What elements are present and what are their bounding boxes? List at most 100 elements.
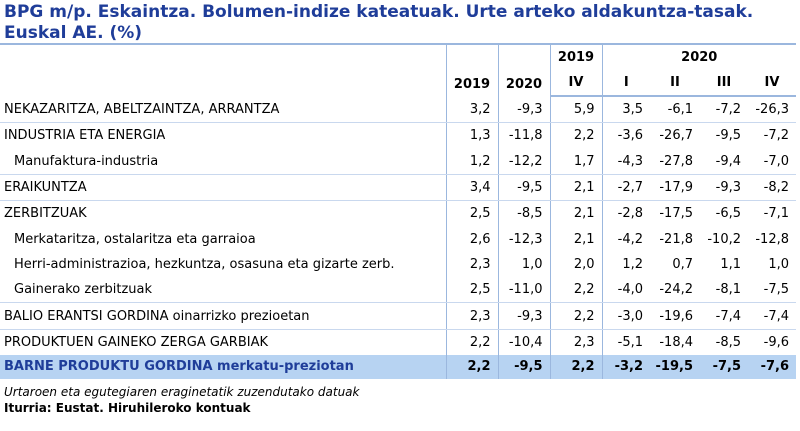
row-label: PRODUKTUEN GAINEKO ZERGA GARBIAK bbox=[4, 334, 269, 350]
header-q-ii: II bbox=[650, 70, 700, 97]
cell-value: -18,4 bbox=[659, 334, 693, 350]
cell-value: -26,7 bbox=[659, 128, 693, 144]
cell-value: -26,3 bbox=[748, 96, 796, 124]
cell-value: -9,3 bbox=[497, 96, 550, 124]
cell-value: -21,8 bbox=[659, 231, 693, 247]
row-label: Gainerako zerbitzuak bbox=[0, 277, 446, 304]
row-label: BALIO ERANTSI GORDINA oinarrizko prezioe… bbox=[0, 302, 446, 330]
cell-value: -9,5 bbox=[497, 174, 550, 202]
cell-value: -7,4 bbox=[700, 302, 748, 330]
cell-value: -7,5 bbox=[748, 277, 796, 304]
cell-value: -7,2 bbox=[763, 128, 789, 144]
total-value: -7,6 bbox=[748, 354, 796, 379]
table-row: Merkataritza, ostalaritza eta garraioa 2… bbox=[0, 226, 796, 252]
cell-value: -2,8 bbox=[601, 200, 650, 227]
header-q-iii: III bbox=[700, 70, 748, 97]
row-label: NEKAZARITZA, ABELTZAINTZA, ARRANTZA bbox=[0, 96, 446, 124]
cell-value: -6,1 bbox=[650, 96, 700, 124]
cell-value: 1,3 bbox=[445, 122, 498, 149]
cell-value: 1,2 bbox=[445, 148, 498, 175]
cell-value: -11,0 bbox=[497, 277, 550, 304]
footnote: Urtaroen eta egutegiaren eraginetatik zu… bbox=[4, 385, 360, 399]
table-row: BALIO ERANTSI GORDINA oinarrizko prezioe… bbox=[0, 302, 796, 330]
row-label: Herri-administrazioa, hezkuntza, osasuna… bbox=[14, 256, 395, 272]
cell-value: -8,5 bbox=[715, 334, 741, 350]
cell-value: -27,8 bbox=[650, 148, 700, 175]
cell-value: -9,3 bbox=[700, 174, 748, 202]
total-value: -3,2 bbox=[601, 354, 650, 379]
source-line: Iturria: Eustat. Hiruhileroko kontuak bbox=[4, 401, 251, 415]
cell-value: 3,5 bbox=[601, 96, 650, 124]
cell-value: -7,1 bbox=[763, 206, 789, 222]
header-group-2020: 2020 bbox=[601, 43, 796, 70]
cell-value: -4,2 bbox=[601, 226, 650, 252]
cell-value: -7,4 bbox=[748, 302, 796, 330]
cell-value: -2,7 bbox=[601, 174, 650, 202]
table-row: Gainerako zerbitzuak 2,5 -11,0 2,2 -4,0 … bbox=[0, 277, 796, 304]
row-label: ZERBITZUAK bbox=[4, 206, 87, 222]
cell-value: -6,5 bbox=[715, 206, 741, 222]
cell-value: 3,2 bbox=[445, 96, 498, 124]
cell-value: 5,9 bbox=[549, 96, 602, 124]
cell-value: -11,8 bbox=[497, 122, 550, 149]
total-value: -19,5 bbox=[650, 354, 700, 379]
cell-value: 2,6 bbox=[445, 226, 498, 252]
cell-value: -12,8 bbox=[755, 231, 789, 247]
total-value: 2,2 bbox=[445, 354, 498, 379]
cell-value: -8,5 bbox=[497, 200, 550, 227]
row-label: Manufaktura-industria bbox=[0, 148, 446, 175]
cell-value: -3,0 bbox=[601, 302, 650, 330]
cell-value: 1,2 bbox=[601, 251, 650, 278]
row-label: ERAIKUNTZA bbox=[0, 174, 446, 202]
cell-value: 2,2 bbox=[445, 329, 498, 355]
cell-value: -12,2 bbox=[497, 148, 550, 175]
table-row: NEKAZARITZA, ABELTZAINTZA, ARRANTZA 3,2 … bbox=[0, 96, 796, 124]
cell-value: 1,1 bbox=[720, 256, 741, 272]
cell-value: 2,1 bbox=[549, 200, 602, 227]
total-value: -9,5 bbox=[497, 354, 550, 379]
cell-value: -10,4 bbox=[497, 329, 550, 355]
cell-value: 2,3 bbox=[445, 302, 498, 330]
header-row-1: 2019 2020 2019 2020 bbox=[0, 43, 796, 96]
table-row: Herri-administrazioa, hezkuntza, osasuna… bbox=[0, 251, 796, 278]
cell-value: 1,0 bbox=[768, 256, 789, 272]
header-row-2: IV I II III IV bbox=[0, 70, 796, 97]
table-row: PRODUKTUEN GAINEKO ZERGA GARBIAK 2,2 -10… bbox=[0, 329, 796, 355]
table-row: INDUSTRIA ETA ENERGIA 1,3 -11,8 2,2 -3,6… bbox=[0, 122, 796, 149]
total-label: BARNE PRODUKTU GORDINA merkatu-preziotan bbox=[0, 354, 446, 379]
cell-value: 2,1 bbox=[549, 226, 602, 252]
row-label: Merkataritza, ostalaritza eta garraioa bbox=[14, 231, 256, 247]
cell-value: -9,4 bbox=[700, 148, 748, 175]
cell-value: 2,2 bbox=[549, 122, 602, 149]
cell-value: -10,2 bbox=[707, 231, 741, 247]
cell-value: 2,3 bbox=[549, 329, 602, 355]
cell-value: -4,0 bbox=[601, 277, 650, 304]
cell-value: 2,5 bbox=[445, 200, 498, 227]
cell-value: -24,2 bbox=[650, 277, 700, 304]
total-value: 2,2 bbox=[549, 354, 602, 379]
table-row: Manufaktura-industria 1,2 -12,2 1,7 -4,3… bbox=[0, 148, 796, 175]
table-row: ZERBITZUAK 2,5 -8,5 2,1 -2,8 -17,5 -6,5 … bbox=[0, 200, 796, 227]
cell-value: -7,0 bbox=[748, 148, 796, 175]
header-q-iv-2019: IV bbox=[549, 70, 602, 97]
cell-value: -12,3 bbox=[497, 226, 550, 252]
cell-value: -19,6 bbox=[650, 302, 700, 330]
cell-value: -8,1 bbox=[700, 277, 748, 304]
cell-value: -5,1 bbox=[601, 329, 650, 355]
cell-value: 0,7 bbox=[672, 256, 693, 272]
total-value: -7,5 bbox=[700, 354, 748, 379]
cell-value: 2,0 bbox=[549, 251, 602, 278]
cell-value: -3,6 bbox=[601, 122, 650, 149]
cell-value: -9,5 bbox=[715, 128, 741, 144]
row-label: INDUSTRIA ETA ENERGIA bbox=[4, 128, 166, 144]
header-group-2019: 2019 bbox=[549, 43, 602, 70]
header-year-2019: 2019 bbox=[445, 43, 498, 96]
cell-value: 2,1 bbox=[549, 174, 602, 202]
cell-value: 2,3 bbox=[445, 251, 498, 278]
cell-value: 2,2 bbox=[549, 277, 602, 304]
cell-value: -9,6 bbox=[763, 334, 789, 350]
cell-value: -9,3 bbox=[497, 302, 550, 330]
cell-value: -17,9 bbox=[650, 174, 700, 202]
header-year-2020: 2020 bbox=[497, 43, 550, 96]
cell-value: 1,7 bbox=[549, 148, 602, 175]
